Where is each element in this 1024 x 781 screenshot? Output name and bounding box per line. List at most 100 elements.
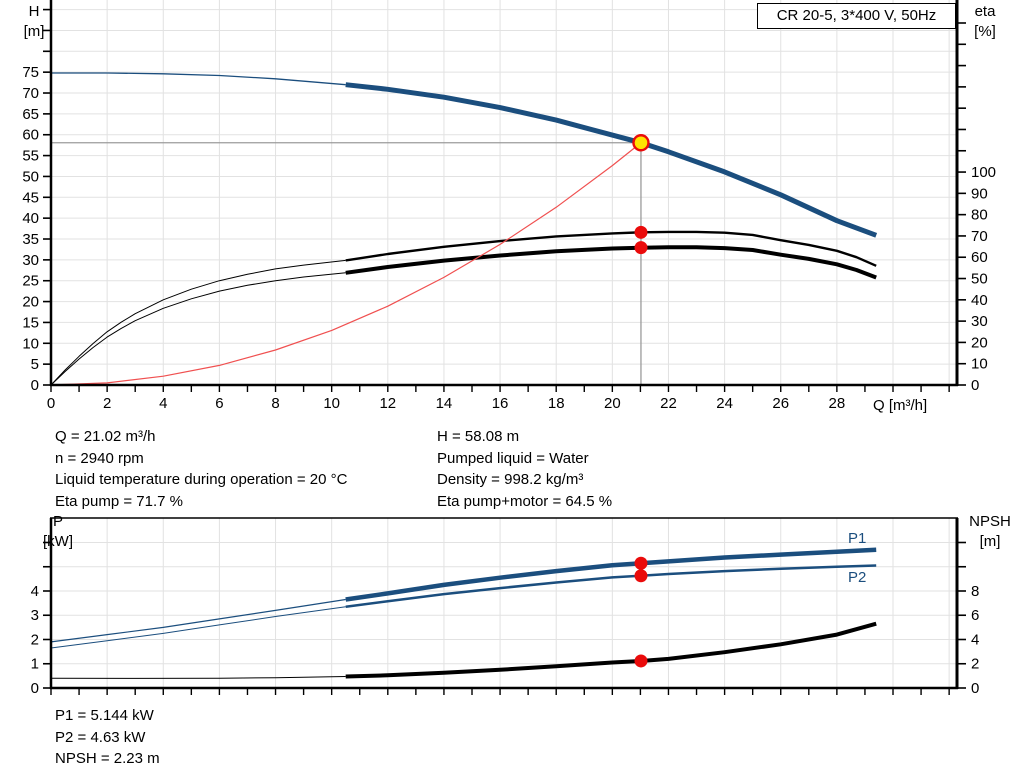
svg-text:70: 70 (971, 228, 988, 245)
info-liquid-temperature: Liquid temperature during operation = 20… (55, 471, 348, 488)
duty-point-dot (634, 241, 648, 255)
svg-text:50: 50 (971, 271, 988, 288)
info-flow: Q = 21.02 m³/h (55, 428, 156, 445)
svg-text:100: 100 (971, 164, 996, 181)
info-speed: n = 2940 rpm (55, 449, 144, 467)
svg-text:6: 6 (215, 395, 223, 412)
qh-eta-chart: 0510152025303540455055606570750102030405… (22, 0, 996, 412)
npsh-axis-symbol: NPSH (969, 513, 1011, 530)
duty-point-dot (634, 225, 648, 239)
info-eta-pump: Eta pump = 71.7 % (55, 492, 183, 510)
npsh-axis-label: NPSH [m] (962, 512, 1018, 552)
svg-text:2: 2 (31, 631, 39, 648)
duty-info-right: H = 58.08 m Pumped liquid = Water Densit… (437, 426, 612, 512)
svg-text:40: 40 (971, 292, 988, 309)
svg-text:12: 12 (379, 395, 396, 412)
svg-text:60: 60 (971, 249, 988, 266)
power-axis-symbol: P (52, 513, 63, 530)
svg-text:80: 80 (971, 207, 988, 224)
curve-eta-pump-motor (50, 272, 346, 386)
curve-p1 (345, 547, 877, 602)
series-label-p2: P2 (848, 569, 867, 586)
curve-h (345, 82, 878, 238)
power-info: P1 = 5.144 kW P2 = 4.63 kW NPSH = 2.23 m (55, 705, 160, 770)
svg-text:2: 2 (103, 395, 111, 412)
svg-text:50: 50 (22, 168, 39, 185)
curve-eta-pump (345, 230, 877, 267)
curve-h (51, 72, 346, 86)
svg-text:14: 14 (436, 395, 453, 412)
svg-text:10: 10 (22, 335, 39, 352)
svg-text:55: 55 (22, 148, 39, 165)
head-axis-unit: [m] (23, 23, 45, 40)
svg-text:18: 18 (548, 395, 565, 412)
svg-text:8: 8 (271, 395, 279, 412)
curve-npsh (345, 621, 877, 679)
svg-text:30: 30 (22, 252, 39, 269)
svg-text:28: 28 (829, 395, 846, 412)
svg-text:16: 16 (492, 395, 509, 412)
svg-text:8: 8 (971, 583, 979, 600)
svg-text:0: 0 (31, 680, 39, 697)
svg-text:5: 5 (31, 356, 39, 373)
svg-text:25: 25 (22, 273, 39, 290)
svg-text:3: 3 (31, 607, 39, 624)
svg-text:4: 4 (971, 631, 979, 648)
info-pumped-liquid: Pumped liquid = Water (437, 449, 589, 467)
svg-text:0: 0 (971, 377, 979, 394)
curve-eta-pump-motor (345, 245, 877, 280)
series-label-p1: P1 (848, 530, 867, 547)
pump-model-label: CR 20-5, 3*400 V, 50Hz (757, 3, 956, 29)
svg-text:65: 65 (22, 106, 39, 123)
svg-text:2: 2 (971, 656, 979, 673)
svg-text:60: 60 (22, 127, 39, 144)
flow-axis-label: Q [m³/h] (873, 397, 928, 414)
curve-eta-pump (50, 259, 346, 386)
power-axis-label: P [kW] (36, 512, 80, 552)
svg-text:45: 45 (22, 189, 39, 206)
operating-point-marker (632, 134, 650, 152)
svg-text:24: 24 (716, 395, 733, 412)
curve-p1 (50, 598, 346, 643)
svg-text:1: 1 (31, 656, 39, 673)
svg-text:10: 10 (323, 395, 340, 412)
svg-text:0: 0 (31, 377, 39, 394)
svg-text:15: 15 (22, 314, 39, 331)
svg-text:10: 10 (971, 356, 988, 373)
info-p2: P2 = 4.63 kW (55, 728, 146, 746)
info-density: Density = 998.2 kg/m³ (437, 471, 584, 488)
svg-text:4: 4 (159, 395, 167, 412)
svg-text:40: 40 (22, 210, 39, 227)
svg-text:0: 0 (47, 395, 55, 412)
info-eta-pump-motor: Eta pump+motor = 64.5 % (437, 492, 613, 510)
power-axis-unit: [kW] (43, 533, 73, 550)
svg-text:20: 20 (604, 395, 621, 412)
svg-text:90: 90 (971, 185, 988, 202)
eta-axis-label: eta [%] (962, 2, 1008, 42)
eta-axis-symbol: eta (974, 3, 996, 20)
curve-npsh (50, 676, 346, 679)
svg-text:22: 22 (660, 395, 677, 412)
head-axis-symbol: H (28, 3, 40, 20)
duty-point-dot (634, 654, 648, 668)
svg-text:20: 20 (22, 294, 39, 311)
npsh-axis-unit: [m] (979, 533, 1001, 550)
duty-info-left: Q = 21.02 m³/h n = 2940 rpm Liquid tempe… (55, 426, 347, 512)
curve-system-curve (50, 142, 642, 386)
svg-text:70: 70 (22, 85, 39, 102)
head-axis-label: H [m] (14, 2, 54, 42)
duty-point-dot (634, 556, 648, 570)
info-npsh: NPSH = 2.23 m (55, 750, 160, 767)
svg-text:30: 30 (971, 313, 988, 330)
svg-text:35: 35 (22, 231, 39, 248)
info-p1: P1 = 5.144 kW (55, 707, 154, 724)
svg-text:4: 4 (31, 583, 39, 600)
curve-p2 (50, 606, 346, 649)
curve-p2 (345, 564, 877, 609)
eta-axis-unit: [%] (974, 23, 996, 40)
svg-text:20: 20 (971, 334, 988, 351)
svg-text:75: 75 (22, 64, 39, 81)
svg-text:26: 26 (772, 395, 789, 412)
